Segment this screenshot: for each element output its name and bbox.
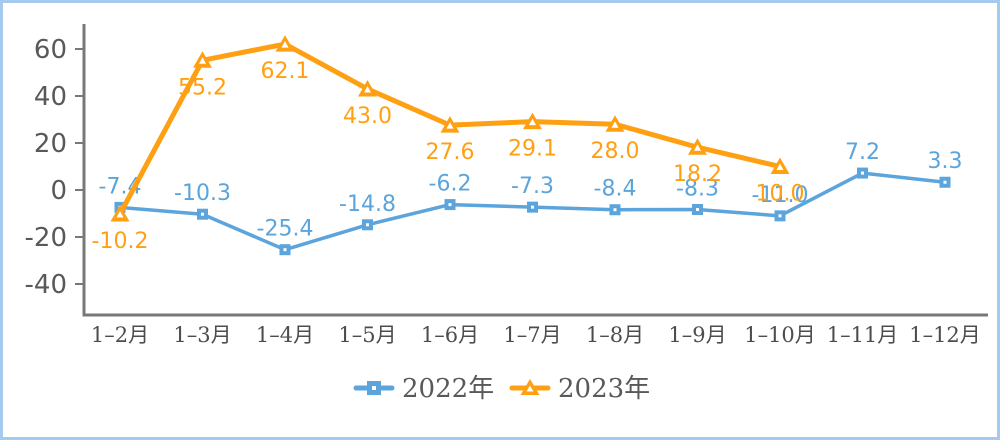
value-label: -8.4 xyxy=(594,177,637,202)
y-tick-label: 20 xyxy=(34,129,67,159)
x-tick-label: 1–4月 xyxy=(256,323,314,347)
x-tick-label: 1–8月 xyxy=(586,323,644,347)
value-label: 29.1 xyxy=(508,137,557,162)
marker-center-dot xyxy=(281,41,289,48)
y-tick-label: -20 xyxy=(25,223,67,253)
marker-center-dot xyxy=(694,144,701,151)
marker-center-dot xyxy=(696,208,699,212)
value-label: -14.8 xyxy=(339,192,396,217)
x-tick-label: 1–5月 xyxy=(338,323,396,347)
y-tick-label: -40 xyxy=(25,270,67,300)
legend: 2022年 2023年 xyxy=(353,374,650,404)
value-label: 27.6 xyxy=(426,140,475,165)
legend-label: 2023年 xyxy=(558,374,650,404)
marker-center-dot xyxy=(446,122,454,129)
value-label: 3.3 xyxy=(928,149,963,174)
value-label: -10.3 xyxy=(174,181,231,206)
marker-center-dot xyxy=(531,205,534,209)
marker-center-dot xyxy=(372,386,376,390)
value-label: -25.4 xyxy=(257,217,314,242)
x-tick-label: 1–2月 xyxy=(91,323,149,347)
value-label: 43.0 xyxy=(343,104,392,129)
series-2022: -7.4 -10.3-25.4-14.8-6.2 -7.3 -8.4 -8.3 -11.0… xyxy=(99,140,963,256)
x-tick-label: 1–9月 xyxy=(668,323,726,347)
series-2023: -10.2 55.2 62.1 43.0 27.6 29.1 28.0 18.2 10.0 xyxy=(92,35,805,254)
x-tick-label: 1–3月 xyxy=(173,323,231,347)
x-tick-label: 1–7月 xyxy=(503,323,561,347)
marker-center-dot xyxy=(283,248,287,252)
x-tick-label: 1–10月 xyxy=(744,323,816,347)
x-tick-label: 1–6月 xyxy=(421,323,479,347)
x-tick-label: 1–11月 xyxy=(827,323,899,347)
marker-center-dot xyxy=(529,118,536,126)
marker-center-dot xyxy=(776,163,784,170)
legend-item-2022: 2022年 xyxy=(353,374,494,404)
value-label: 18.2 xyxy=(673,162,722,187)
y-tick-label: 0 xyxy=(50,176,67,206)
value-label: -6.2 xyxy=(429,172,472,197)
value-label: -11.0 xyxy=(752,183,809,208)
value-label: -10.2 xyxy=(92,229,149,254)
value-label: 10.0 xyxy=(756,182,805,207)
value-label: -7.3 xyxy=(511,174,554,199)
legend-item-2023: 2023年 xyxy=(509,374,650,404)
value-label: 62.1 xyxy=(261,59,310,84)
marker-center-dot xyxy=(611,121,619,128)
y-tick-label: 60 xyxy=(34,35,67,65)
marker-center-dot xyxy=(364,85,371,93)
value-label: -8.3 xyxy=(676,177,719,202)
legend-label: 2022年 xyxy=(402,374,494,404)
marker-center-dot xyxy=(201,212,204,216)
marker-center-dot xyxy=(613,208,617,212)
x-tick-label: 1–12月 xyxy=(909,323,981,347)
marker-center-dot xyxy=(778,214,782,218)
line-chart: 60 40 20 0 -20 -40 1–2月 1–3月 1–4月 1–5月 1–6月 1–7月 1–8… xyxy=(25,24,988,404)
value-label: 55.2 xyxy=(178,75,227,100)
marker-center-dot xyxy=(943,180,947,184)
value-label: 7.2 xyxy=(845,140,880,165)
y-tick-label: 40 xyxy=(34,82,67,112)
marker-center-dot xyxy=(526,385,534,392)
marker-center-dot xyxy=(199,57,206,64)
value-label: 28.0 xyxy=(591,139,640,164)
marker-center-dot xyxy=(861,171,864,175)
marker-center-dot xyxy=(448,203,452,207)
marker-center-dot xyxy=(116,210,124,218)
marker-center-dot xyxy=(366,223,369,227)
